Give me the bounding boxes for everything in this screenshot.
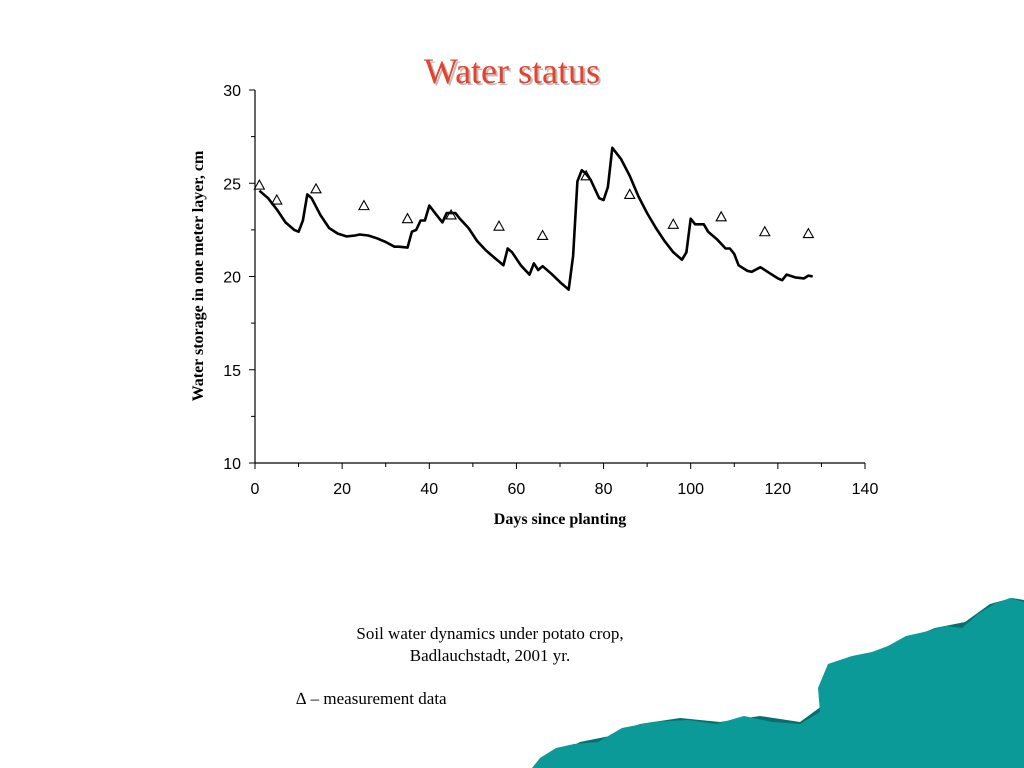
simulated-series bbox=[258, 146, 813, 291]
measurement-point bbox=[580, 169, 593, 181]
x-tick-label: 100 bbox=[677, 481, 704, 498]
x-tick-label: 0 bbox=[251, 481, 260, 498]
y-tick-label: 30 bbox=[223, 83, 241, 100]
measurement-point bbox=[715, 210, 728, 222]
measurement-point bbox=[493, 220, 505, 231]
x-tick-label: 40 bbox=[420, 481, 438, 498]
x-tick-label: 80 bbox=[595, 481, 613, 498]
measurement-point bbox=[667, 218, 680, 229]
measurement-point bbox=[536, 229, 549, 241]
measurement-point bbox=[623, 188, 636, 199]
caption-line-1: Soil water dynamics under potato crop, bbox=[356, 624, 624, 643]
y-tick-label: 10 bbox=[223, 456, 241, 473]
measurement-point bbox=[253, 178, 266, 190]
measurement-point bbox=[357, 199, 370, 211]
x-tick-label: 20 bbox=[333, 481, 351, 498]
measurement-point bbox=[310, 182, 322, 194]
measurement-point bbox=[802, 227, 815, 239]
measurement-series bbox=[253, 169, 815, 241]
x-axis-title: Days since planting bbox=[494, 511, 626, 528]
x-tick-label: 140 bbox=[852, 481, 879, 498]
y-axis-title: Water storage in one meter layer, cm bbox=[190, 150, 207, 401]
legend-note: ∆ – measurement data bbox=[296, 689, 447, 708]
landscape-shape bbox=[532, 598, 1024, 768]
x-tick-label: 120 bbox=[765, 481, 792, 498]
measurement-point bbox=[270, 193, 283, 205]
measurement-point bbox=[445, 208, 458, 220]
chart-axes: 10 15 20 25 30 0 20 40 60 80 100 120 140 bbox=[223, 83, 878, 498]
chart-caption: Soil water dynamics under potato crop, B… bbox=[230, 623, 750, 667]
slide-title: Water status bbox=[423, 51, 601, 91]
measurement-point bbox=[401, 212, 414, 224]
y-tick-label: 25 bbox=[223, 176, 241, 193]
x-tick-label: 60 bbox=[508, 481, 526, 498]
y-tick-label: 15 bbox=[223, 363, 241, 380]
series-line bbox=[258, 146, 813, 291]
measurement-point bbox=[758, 225, 771, 237]
y-tick-label: 20 bbox=[223, 270, 241, 287]
caption-line-2: Badlauchstadt, 2001 yr. bbox=[409, 646, 571, 665]
